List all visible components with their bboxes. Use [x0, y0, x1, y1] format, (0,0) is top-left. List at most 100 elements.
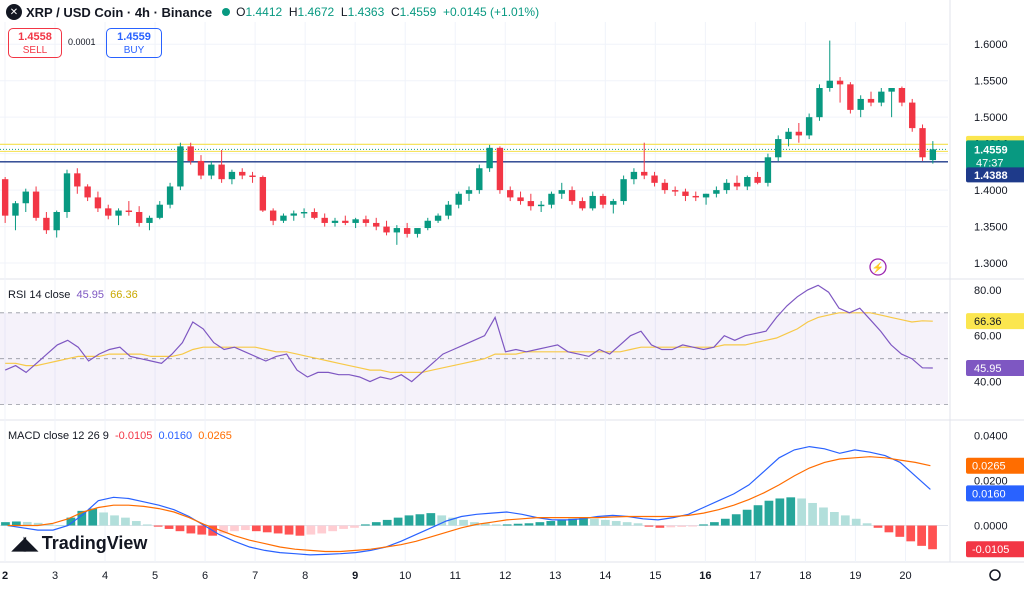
- price-tick-label: 1.6000: [974, 39, 1008, 51]
- macd-histogram-bar: [928, 525, 937, 550]
- candle-body: [805, 117, 813, 136]
- macd-histogram-bar: [1, 522, 10, 526]
- tradingview-logo[interactable]: ◢◣ TradingView: [12, 533, 147, 554]
- macd-histogram-bar: [371, 522, 381, 526]
- signal-line: [7, 456, 931, 553]
- macd-histogram-bar: [66, 517, 76, 526]
- candle-body: [527, 201, 535, 207]
- macd-histogram-bar: [830, 512, 839, 526]
- macd-histogram-bar: [917, 525, 926, 546]
- candle-body: [816, 88, 823, 118]
- candle-body: [290, 213, 297, 216]
- candle-body: [393, 228, 401, 233]
- macd-histogram-bar: [33, 522, 43, 526]
- time-tick-label: 2: [2, 570, 8, 582]
- macd-histogram-bar: [88, 508, 98, 526]
- candle-body: [424, 220, 431, 229]
- candle-body: [22, 191, 29, 204]
- alert-flash-icon: ⚡: [872, 261, 884, 274]
- macd-value-label-bg: [966, 485, 1024, 502]
- candle-body: [1, 179, 9, 216]
- time-tick-label: 7: [252, 570, 258, 582]
- buy-button[interactable]: 1.4559 BUY: [106, 28, 162, 58]
- candle-body: [548, 193, 555, 205]
- candle-body: [342, 220, 349, 223]
- candle-body: [713, 190, 720, 194]
- macd-histogram-bar: [153, 525, 163, 527]
- candle-body: [754, 176, 761, 183]
- candle-body: [764, 157, 772, 183]
- candle-body: [218, 164, 225, 180]
- candle-body: [146, 217, 153, 223]
- support-price-label-bg: [966, 167, 1024, 183]
- macd-line-legend-value: 0.0160: [158, 430, 193, 442]
- candle-body: [682, 191, 689, 196]
- rsi-legend[interactable]: RSI 14 close 45.95 66.36: [8, 289, 138, 301]
- settings-gear-icon: [989, 569, 1001, 581]
- candle-body: [692, 195, 699, 198]
- candle-body: [486, 147, 493, 169]
- time-tick-label: 11: [450, 570, 461, 582]
- candle-body: [836, 80, 844, 85]
- candle-body: [651, 175, 658, 183]
- candle-body: [517, 197, 524, 202]
- macd-histogram-bar: [524, 523, 534, 526]
- candle-body: [166, 186, 174, 205]
- candle-body: [630, 171, 638, 180]
- macd-histogram-bar: [219, 525, 228, 534]
- candle-body: [352, 219, 359, 223]
- candle-body: [898, 88, 906, 103]
- time-tick-label: 20: [899, 570, 911, 582]
- candle-body: [455, 193, 462, 205]
- macd-histogram-bar: [262, 525, 272, 533]
- macd-histogram-bar: [895, 525, 905, 537]
- macd-histogram-bar: [470, 522, 479, 526]
- macd-histogram-bar: [251, 525, 261, 532]
- tradingview-mark-icon: ◢◣: [12, 533, 38, 553]
- buy-label: BUY: [123, 45, 145, 56]
- candle-body: [280, 215, 287, 221]
- candle-body: [476, 168, 483, 191]
- macd-histogram-bar: [186, 525, 196, 534]
- macd-histogram-bar: [197, 525, 207, 535]
- time-tick-label: 12: [499, 570, 511, 582]
- time-tick-label: 15: [649, 570, 661, 582]
- sell-label: SELL: [22, 45, 48, 56]
- macd-histogram-bar: [350, 525, 359, 528]
- time-tick-label: 9: [352, 570, 358, 582]
- candle-body: [383, 226, 390, 233]
- candle-body: [847, 84, 854, 110]
- candle-body: [558, 190, 565, 194]
- candle-body: [403, 228, 411, 234]
- macd-histogram-bar: [317, 525, 327, 534]
- symbol-title[interactable]: XRP / USD Coin · 4h · Binance: [26, 4, 213, 20]
- time-tick-label: 5: [152, 570, 158, 582]
- macd-line: [7, 445, 931, 556]
- macd-legend[interactable]: MACD close 12 26 9 -0.0105 0.0160 0.0265: [8, 430, 232, 442]
- macd-histogram-bar: [448, 517, 457, 526]
- candle-body: [775, 139, 782, 158]
- candle-body: [373, 222, 380, 227]
- macd-histogram-bar: [77, 510, 87, 526]
- sell-button[interactable]: 1.4558 SELL: [8, 28, 62, 58]
- rsi-value-label: 45.95: [974, 363, 1002, 375]
- candle-body: [878, 91, 885, 103]
- macd-tick-label: 0.0000: [974, 521, 1008, 533]
- macd-hist-legend-value: -0.0105: [115, 430, 153, 442]
- rsi-value-label-bg: [966, 359, 1024, 376]
- candle-body: [723, 182, 730, 191]
- candle-body: [321, 217, 328, 223]
- candle-body: [888, 88, 895, 92]
- macd-histogram-bar: [99, 512, 108, 526]
- candle-body: [589, 195, 596, 209]
- candle-body: [63, 173, 71, 212]
- macd-histogram-bar: [480, 523, 490, 526]
- macd-histogram-bar: [110, 515, 119, 526]
- macd-histogram-bar: [873, 525, 883, 528]
- candle-body: [208, 164, 215, 176]
- macd-histogram-bar: [11, 521, 21, 526]
- macd-histogram-bar: [557, 519, 567, 526]
- macd-histogram-bar: [491, 524, 501, 526]
